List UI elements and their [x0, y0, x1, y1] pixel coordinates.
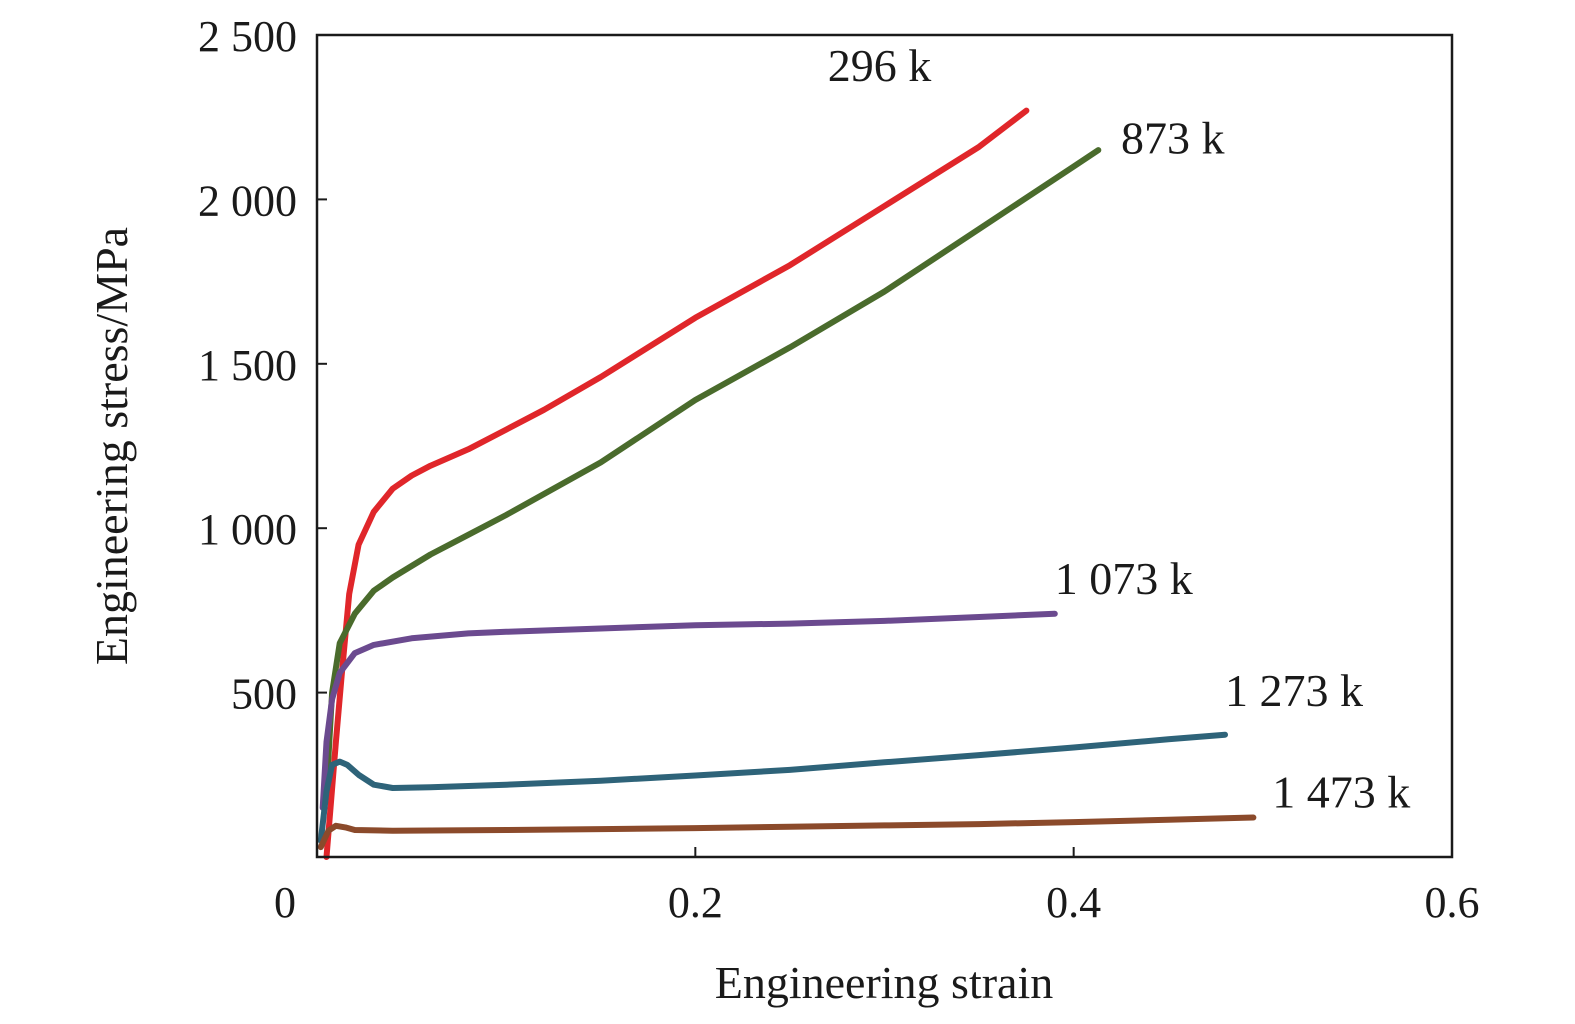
x-tick-label: 0.6 — [1425, 878, 1480, 927]
plot-frame — [315, 33, 1454, 859]
series-line-3 — [319, 610, 1058, 811]
series-label: 873 k — [1121, 112, 1225, 163]
series-label: 296 k — [828, 40, 932, 91]
y-tick-label: 2 000 — [198, 176, 297, 225]
x-tick-label: 0.2 — [668, 878, 723, 927]
series-line-5 — [317, 814, 1257, 851]
x-axis-label: Engineering strain — [715, 957, 1054, 1008]
curves-group — [317, 107, 1257, 860]
y-tick-label: 2 500 — [198, 12, 297, 61]
y-axis: 500 1 000 1 500 2 000 2 500 — [198, 12, 327, 719]
x-axis: 0 0.2 0.4 0.6 — [274, 847, 1480, 927]
y-axis-label: Engineering stress/MPa — [86, 227, 137, 665]
series-label: 1 473 k — [1272, 767, 1410, 818]
y-tick-label: 500 — [231, 670, 297, 719]
series-labels: 296 k 873 k 1 073 k 1 273 k 1 473 k — [828, 40, 1411, 818]
series-line-1 — [323, 107, 1030, 860]
series-label: 1 273 k — [1225, 665, 1363, 716]
series-line-4 — [317, 731, 1228, 844]
x-tick-label: 0.4 — [1046, 878, 1101, 927]
y-tick-label: 1 000 — [198, 505, 297, 554]
series-label: 1 073 k — [1055, 553, 1193, 604]
y-tick-label: 1 500 — [198, 341, 297, 390]
series-line-2 — [323, 147, 1102, 795]
x-tick-label: 0 — [274, 878, 296, 927]
